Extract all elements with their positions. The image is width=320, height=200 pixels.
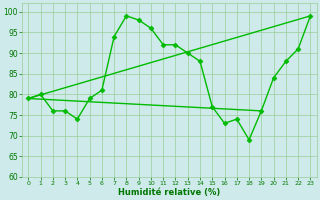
X-axis label: Humidité relative (%): Humidité relative (%)	[118, 188, 220, 197]
